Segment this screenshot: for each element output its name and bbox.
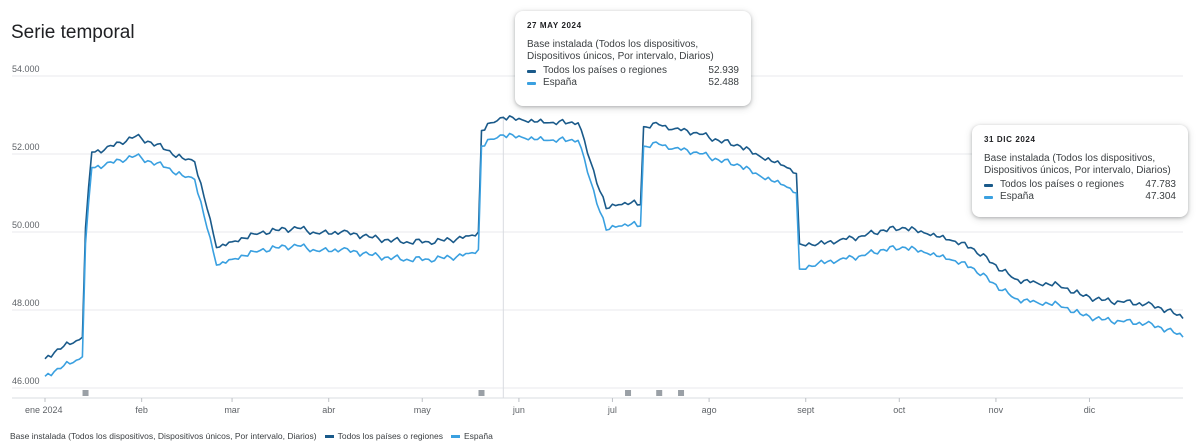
chart-title: Serie temporal: [11, 22, 135, 43]
x-tick-label: sept: [797, 405, 815, 415]
legend-swatch: [984, 183, 993, 187]
y-tick-label: 54.000: [12, 64, 40, 74]
tooltip-dec: 31 DIC 2024 Base instalada (Todos los di…: [972, 125, 1188, 217]
tooltip-row-total: Todos los países o regiones 52.939: [527, 65, 739, 77]
event-markers: [82, 390, 685, 396]
tooltip-row-total: Todos los países o regiones 47.783: [984, 179, 1176, 191]
grid-lines: [12, 75, 1183, 389]
x-tick-label: jun: [512, 405, 525, 415]
tooltip-date: 31 DIC 2024: [984, 135, 1036, 144]
tooltip-row-value: 52.939: [708, 65, 739, 76]
event-marker: [656, 390, 663, 396]
x-tick-label: abr: [322, 405, 335, 415]
legend-item-spain[interactable]: España: [463, 431, 493, 441]
x-tick-label: mar: [224, 405, 240, 415]
legend-item-total[interactable]: Todos los países o regiones: [337, 431, 443, 441]
event-marker: [478, 390, 485, 396]
tooltip-row-value: 47.304: [1145, 191, 1176, 202]
tooltip-row-label: Todos los países o regiones: [543, 65, 667, 76]
legend-swatch: [527, 69, 536, 73]
y-tick-label: 48.000: [12, 298, 40, 308]
tooltip-row-label: España: [543, 77, 577, 88]
legend-metric: Base instalada (Todos los dispositivos, …: [10, 431, 317, 441]
x-tick-label: ago: [702, 405, 717, 415]
legend-swatch: [527, 81, 536, 85]
y-tick-label: 50.000: [12, 220, 40, 230]
x-tick-label: nov: [989, 405, 1004, 415]
legend-swatch: [984, 195, 993, 199]
tooltip-row-spain: España 52.488: [527, 77, 739, 89]
tooltip-row-label: España: [1000, 191, 1034, 202]
y-axis: 46.000 48.000 50.000 52.000 54.000: [12, 64, 40, 386]
series-lines: [44, 115, 1184, 377]
event-marker: [625, 390, 632, 396]
tooltip-may: 27 MAY 2024 Base instalada (Todos los di…: [515, 11, 751, 106]
x-tick-label: oct: [893, 405, 906, 415]
series-line-total: [44, 115, 1184, 360]
tooltip-row-value: 47.783: [1145, 179, 1176, 190]
tooltip-row-value: 52.488: [708, 77, 739, 88]
x-tick-label: ene 2024: [25, 405, 63, 415]
x-tick-label: may: [414, 405, 432, 415]
tooltip-date: 27 MAY 2024: [527, 21, 582, 30]
event-marker: [82, 390, 89, 396]
x-tick-label: dic: [1084, 405, 1096, 415]
tooltip-row-label: Todos los países o regiones: [1000, 179, 1124, 190]
chart-legend: Base instalada (Todos los dispositivos, …: [10, 431, 493, 441]
tooltip-metric: Base instalada (Todos los dispositivos, …: [984, 153, 1171, 176]
y-tick-label: 52.000: [12, 142, 40, 152]
legend-swatch: [450, 434, 460, 438]
x-tick-label: jul: [607, 405, 617, 415]
x-axis: ene 2024 feb mar abr may jun jul ago sept oct nov d…: [12, 397, 1183, 415]
series-line-spain: [44, 132, 1184, 377]
legend-swatch: [324, 434, 334, 438]
y-tick-label: 46.000: [12, 376, 40, 386]
x-tick-label: feb: [135, 405, 148, 415]
tooltip-metric: Base instalada (Todos los dispositivos, …: [527, 39, 714, 62]
tooltip-row-spain: España 47.304: [984, 191, 1176, 203]
event-marker: [678, 390, 685, 396]
